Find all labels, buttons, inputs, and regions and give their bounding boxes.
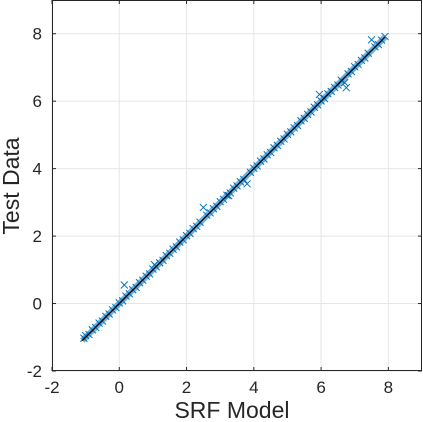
y-tick-label: -2 (27, 362, 42, 381)
x-tick-label: 4 (249, 378, 258, 397)
axis-box (52, 0, 422, 371)
y-tick-label: 2 (33, 227, 42, 246)
data-point (367, 35, 376, 44)
x-axis-label: SRF Model (174, 397, 289, 422)
y-tick-label: 0 (33, 295, 42, 314)
data-point (120, 281, 129, 289)
data-point (199, 203, 208, 212)
x-tick-label: -2 (44, 378, 59, 397)
y-tick-label: 8 (33, 25, 42, 44)
y-tick-label: 4 (33, 160, 42, 179)
data-point (342, 83, 351, 92)
x-tick-label: 0 (115, 378, 124, 397)
x-tick-label: 2 (182, 378, 191, 397)
fit-line (81, 36, 386, 342)
axes (51, 0, 422, 372)
y-axis-label: Test Data (0, 137, 24, 234)
x-tick-label: 6 (316, 378, 325, 397)
x-tick-label: 8 (384, 378, 393, 397)
x-tick-labels: -2 0 2 4 6 8 (44, 378, 393, 397)
y-tick-labels: -2 0 2 4 6 8 (27, 25, 42, 381)
reference-line (81, 36, 386, 342)
y-tick-label: 6 (33, 92, 42, 111)
grid (51, 0, 422, 372)
